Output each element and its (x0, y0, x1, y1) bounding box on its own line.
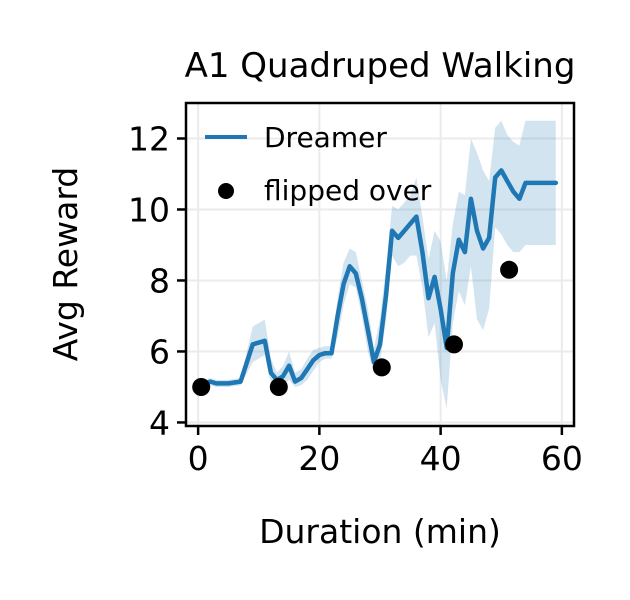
y-tick-label: 6 (149, 332, 170, 371)
flipped-over-point (269, 378, 288, 396)
legend: Dreamer flipped over (205, 121, 432, 207)
chart-title: A1 Quadruped Walking (185, 46, 576, 86)
x-axis-label: Duration (min) (259, 512, 501, 551)
legend-label-dreamer: Dreamer (264, 121, 387, 154)
flipped-over-point (192, 378, 211, 396)
dreamer-series-line (201, 168, 559, 386)
x-tick-label: 20 (298, 439, 340, 478)
legend-label-flipped-over: flipped over (264, 174, 432, 207)
point-layer (192, 260, 519, 396)
line-layer (201, 168, 559, 386)
y-tick-label: 10 (128, 190, 170, 229)
legend-point-swatch (218, 183, 234, 199)
x-tick-label: 60 (541, 439, 583, 478)
y-tick-label: 8 (149, 261, 170, 300)
band-layer (204, 120, 556, 409)
x-axis-ticks: 0 20 40 60 (188, 426, 583, 478)
y-axis-ticks: 4 6 8 10 12 (128, 119, 186, 442)
dreamer-confidence-band (204, 120, 556, 409)
x-tick-label: 0 (188, 439, 209, 478)
flipped-over-point (372, 358, 391, 377)
y-tick-label: 4 (149, 403, 170, 442)
y-tick-label: 12 (128, 119, 170, 158)
flipped-over-point (445, 335, 463, 354)
flipped-over-point (500, 260, 519, 279)
y-axis-label: Avg Reward (46, 167, 85, 362)
x-tick-label: 40 (420, 439, 462, 478)
plot-frame (184, 101, 576, 428)
